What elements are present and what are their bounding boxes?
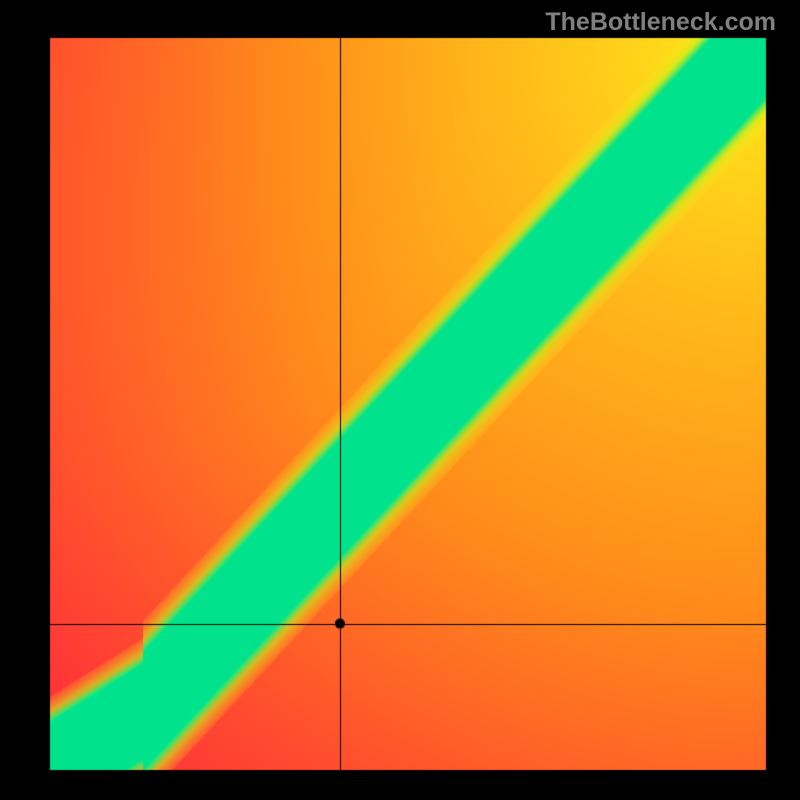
watermark-label: TheBottleneck.com (545, 8, 776, 37)
bottleneck-heatmap (0, 0, 800, 800)
